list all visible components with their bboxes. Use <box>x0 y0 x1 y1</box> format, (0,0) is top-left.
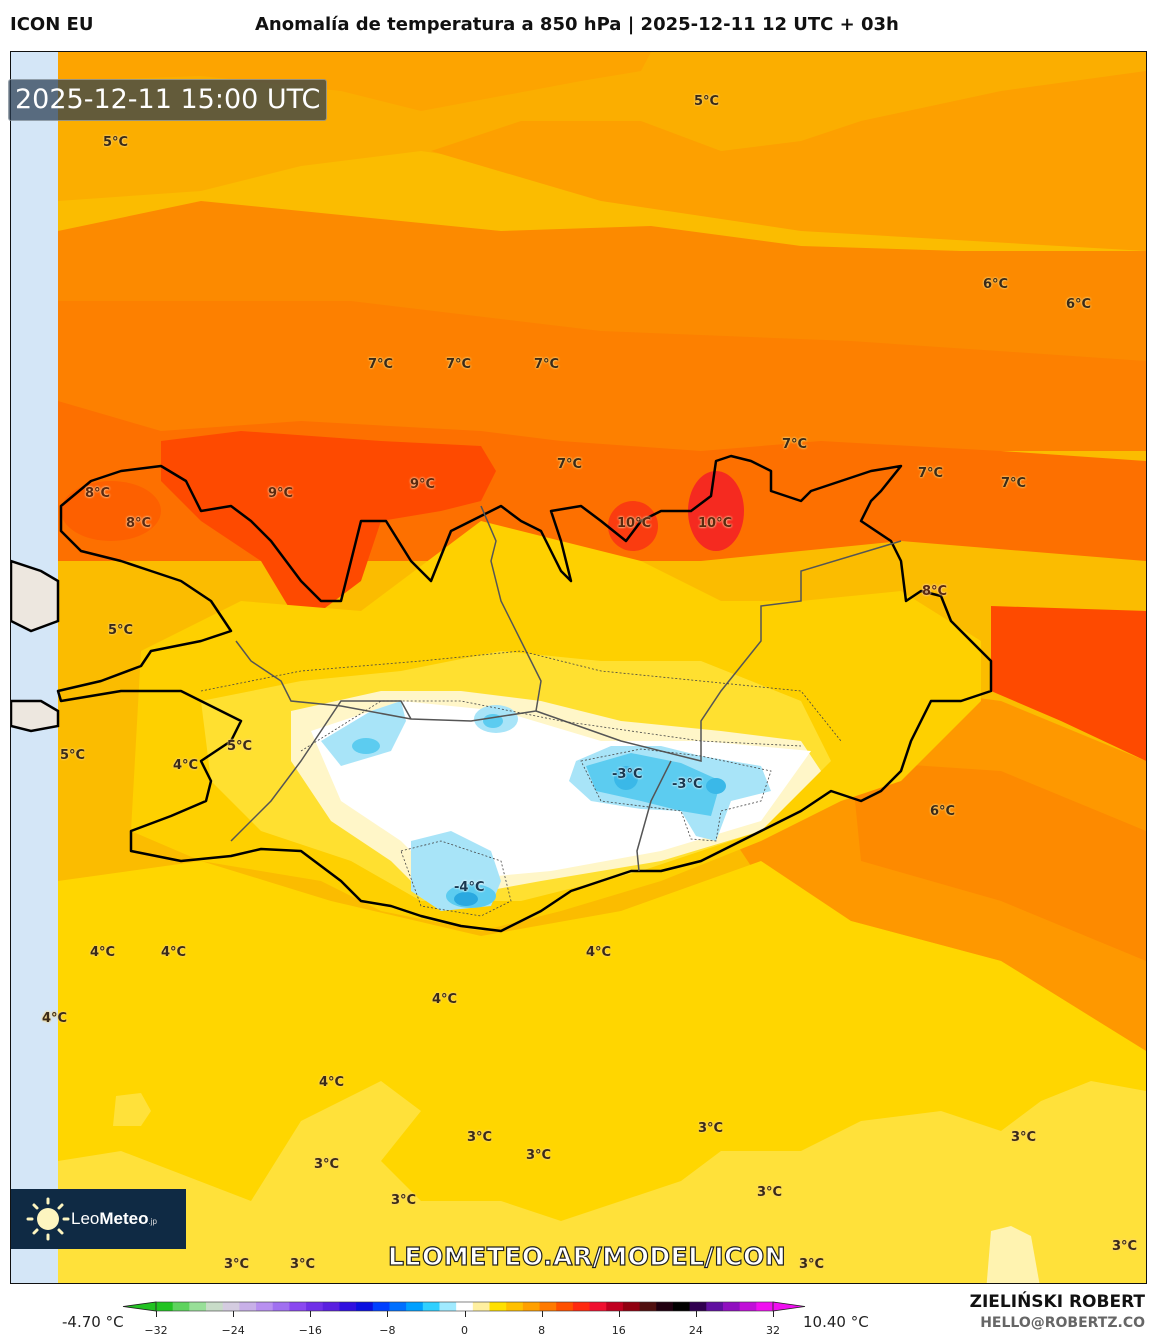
colorbar-tick-mark <box>156 1311 157 1317</box>
contour-label: 3°C <box>224 1257 250 1272</box>
chart-title: Anomalía de temperatura a 850 hPa | 2025… <box>255 14 899 35</box>
contour-label: 8°C <box>922 584 948 599</box>
author-name: ZIELIŃSKI ROBERT <box>969 1292 1145 1312</box>
colorbar-gradient <box>122 1301 806 1312</box>
contour-label: 5°C <box>227 739 253 754</box>
colorbar-tick-mark <box>695 1311 697 1317</box>
colorbar-tick-label: −32 <box>144 1324 168 1337</box>
contour-label: 3°C <box>526 1148 552 1163</box>
colorbar-tick-label: −16 <box>298 1324 322 1337</box>
colorbar-tick-label: 0 <box>461 1324 468 1337</box>
colorbar-tick-mark <box>464 1311 466 1317</box>
colorbar-tick-label: −8 <box>379 1324 396 1337</box>
contour-label: 6°C <box>930 804 956 819</box>
colorbar-tick-label: 8 <box>538 1324 546 1337</box>
leometeo-logo[interactable]: LeoMeteo.jp <box>11 1189 186 1249</box>
colorbar-tick-label: 16 <box>611 1324 626 1337</box>
contour-label: 4°C <box>586 945 612 960</box>
contour-label: 3°C <box>467 1130 493 1145</box>
colorbar-tick-mark <box>233 1311 235 1317</box>
contour-label: 5°C <box>60 748 86 763</box>
contour-label: -3°C <box>672 777 703 792</box>
contour-label: 4°C <box>42 1011 68 1026</box>
sun-icon <box>25 1196 71 1242</box>
contour-label: 4°C <box>161 945 187 960</box>
colorbar-tick-label: 32 <box>766 1324 780 1337</box>
contour-label: 5°C <box>103 135 129 150</box>
contour-label: -3°C <box>612 767 643 782</box>
contour-label: 4°C <box>319 1075 345 1090</box>
contour-label: 7°C <box>557 457 583 472</box>
author-email[interactable]: HELLO@ROBERTZ.CO <box>980 1315 1145 1331</box>
logo-text: LeoMeteo.jp <box>71 1209 157 1228</box>
contour-label: 5°C <box>694 94 720 109</box>
contour-label: 9°C <box>410 477 436 492</box>
contour-label: 7°C <box>534 357 560 372</box>
contour-label: 7°C <box>446 357 472 372</box>
contour-label: 6°C <box>983 277 1009 292</box>
contour-label: 10°C <box>617 516 652 531</box>
colorbar-tick-mark <box>541 1311 543 1317</box>
colorbar: -4.70 °C −32 −24 −16 −8 0 8 16 24 32 10.40 °C <box>0 1290 1155 1339</box>
site-url[interactable]: LEOMETEO.AR/MODEL/ICON <box>387 1241 787 1271</box>
contour-label: 3°C <box>1011 1130 1037 1145</box>
colorbar-tick-label: 24 <box>688 1324 703 1337</box>
contour-label: 7°C <box>918 466 944 481</box>
contour-label: 4°C <box>90 945 116 960</box>
contour-label: 3°C <box>799 1257 825 1272</box>
contour-label: 10°C <box>698 516 733 531</box>
contour-label: 7°C <box>368 357 394 372</box>
colorbar-min-label: -4.70 °C <box>62 1313 124 1331</box>
model-name: ICON EU <box>10 14 94 35</box>
contour-label: 8°C <box>126 516 152 531</box>
contour-label: 4°C <box>432 992 458 1007</box>
contour-label: 6°C <box>1066 297 1092 312</box>
contour-label: 5°C <box>108 623 134 638</box>
contour-label: 8°C <box>85 486 111 501</box>
contour-label: 3°C <box>290 1257 316 1272</box>
contour-label: -4°C <box>454 880 485 895</box>
colorbar-tick-mark <box>387 1311 389 1317</box>
colorbar-tick-label: −24 <box>221 1324 245 1337</box>
contour-label: 4°C <box>173 758 199 773</box>
colorbar-tick-mark <box>618 1311 620 1317</box>
temperature-anomaly-field <box>11 52 1146 1283</box>
contour-label: 3°C <box>757 1185 783 1200</box>
contour-label: 3°C <box>391 1193 417 1208</box>
contour-label: 3°C <box>698 1121 724 1136</box>
map-panel[interactable] <box>10 51 1147 1284</box>
contour-label: 3°C <box>1112 1239 1138 1254</box>
header: ICON EU Anomalía de temperatura a 850 hP… <box>0 0 1155 50</box>
contour-label: 3°C <box>314 1157 340 1172</box>
colorbar-max-label: 10.40 °C <box>803 1313 869 1331</box>
colorbar-tick-mark <box>773 1311 774 1317</box>
valid-time-badge: 2025-12-11 15:00 UTC <box>8 79 328 121</box>
contour-label: 9°C <box>268 486 294 501</box>
contour-label: 7°C <box>1001 476 1027 491</box>
contour-label: 7°C <box>782 437 808 452</box>
colorbar-tick-mark <box>310 1311 312 1317</box>
